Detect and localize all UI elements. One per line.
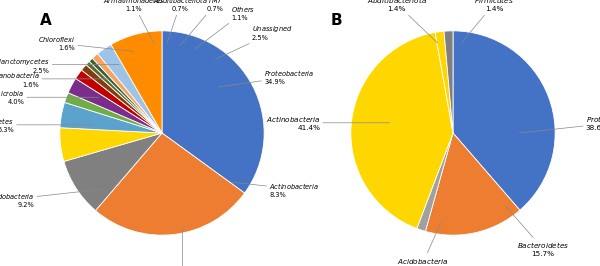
Text: $\it{Abditibacteriota}$
1.4%: $\it{Abditibacteriota}$ 1.4% bbox=[367, 0, 437, 43]
Text: A: A bbox=[40, 13, 51, 28]
Wedge shape bbox=[435, 31, 453, 133]
Text: $\it{Armatimonadetes}$
1.1%: $\it{Armatimonadetes}$ 1.1% bbox=[103, 0, 164, 43]
Wedge shape bbox=[111, 31, 162, 133]
Text: $\it{TM7}$
0.7%: $\it{TM7}$ 0.7% bbox=[181, 0, 224, 45]
Text: $\it{Actinobacteria}$
8.3%: $\it{Actinobacteria}$ 8.3% bbox=[232, 181, 319, 198]
Wedge shape bbox=[82, 65, 162, 133]
Text: $\it{Cyanobacteria}$
1.6%: $\it{Cyanobacteria}$ 1.6% bbox=[0, 70, 109, 88]
Wedge shape bbox=[95, 133, 245, 235]
Wedge shape bbox=[425, 133, 520, 235]
Wedge shape bbox=[89, 58, 162, 133]
Text: $\it{Chloroflexi}$
1.6%: $\it{Chloroflexi}$ 1.6% bbox=[38, 35, 133, 51]
Wedge shape bbox=[98, 44, 162, 133]
Text: $\it{Proteobacteria}$
34.9%: $\it{Proteobacteria}$ 34.9% bbox=[218, 68, 314, 87]
Wedge shape bbox=[444, 31, 453, 133]
Text: B: B bbox=[331, 13, 342, 28]
Wedge shape bbox=[92, 54, 162, 133]
Wedge shape bbox=[162, 31, 264, 193]
Text: $\it{Unassigned}$
2.5%: $\it{Unassigned}$ 2.5% bbox=[215, 24, 292, 60]
Wedge shape bbox=[76, 70, 162, 133]
Text: $\it{Others}$
1.1%: $\it{Others}$ 1.1% bbox=[194, 4, 256, 49]
Wedge shape bbox=[65, 93, 162, 133]
Wedge shape bbox=[60, 128, 162, 161]
Wedge shape bbox=[86, 61, 162, 133]
Text: $\it{Bacteroidetes}$
15.7%: $\it{Bacteroidetes}$ 15.7% bbox=[506, 206, 569, 257]
Text: $\it{Planctomycetes}$
2.5%: $\it{Planctomycetes}$ 2.5% bbox=[0, 56, 119, 74]
Wedge shape bbox=[453, 31, 555, 210]
Wedge shape bbox=[64, 133, 162, 210]
Text: $\it{Proteobacteria}$
38.6%: $\it{Proteobacteria}$ 38.6% bbox=[520, 114, 600, 133]
Text: $\it{Acidobacteria}$
1.4%: $\it{Acidobacteria}$ 1.4% bbox=[397, 223, 448, 266]
Text: $\it{Gemmatimonadetes}$
5.3%: $\it{Gemmatimonadetes}$ 5.3% bbox=[0, 116, 92, 133]
Wedge shape bbox=[68, 78, 162, 133]
Text: $\it{Firmicutes}$
1.4%: $\it{Firmicutes}$ 1.4% bbox=[461, 0, 514, 43]
Wedge shape bbox=[351, 32, 453, 228]
Text: $\it{Acidobacteria}$
9.2%: $\it{Acidobacteria}$ 9.2% bbox=[0, 189, 103, 208]
Wedge shape bbox=[417, 133, 453, 231]
Text: $\it{Actinobacteria}$
41.4%: $\it{Actinobacteria}$ 41.4% bbox=[266, 114, 389, 131]
Text: $\it{Verrucomicrobia}$
4.0%: $\it{Verrucomicrobia}$ 4.0% bbox=[0, 89, 98, 105]
Wedge shape bbox=[60, 102, 162, 133]
Text: $\it{Bacteroidetes}$
26.2%: $\it{Bacteroidetes}$ 26.2% bbox=[158, 227, 206, 266]
Text: $\it{Abditibacteriota}$
0.7%: $\it{Abditibacteriota}$ 0.7% bbox=[153, 0, 208, 43]
